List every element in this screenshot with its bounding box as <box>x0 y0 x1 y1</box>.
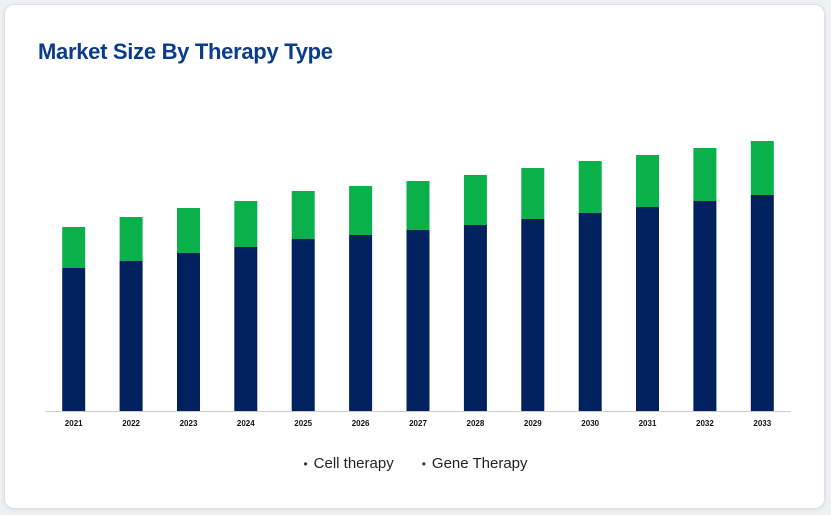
bar-gene-therapy-2026[interactable] <box>349 186 373 235</box>
chart-card: Market Size By Therapy Type 2021 2022 2023… <box>4 4 825 509</box>
bar-gene-therapy-2022[interactable] <box>119 217 143 261</box>
bar-gene-therapy-2021[interactable] <box>62 227 86 268</box>
chart-legend: • Cell therapy • Gene Therapy <box>5 455 826 472</box>
x-tick-label-2030: 2030 <box>581 419 599 428</box>
bar-cell-therapy-2033[interactable] <box>750 195 774 411</box>
bar-gene-therapy-2032[interactable] <box>693 148 717 201</box>
legend-item-gene-therapy[interactable]: • Gene Therapy <box>422 455 528 472</box>
x-tick-label-2021: 2021 <box>65 419 83 428</box>
bar-cell-therapy-2030[interactable] <box>578 213 602 411</box>
bar-cell-therapy-2032[interactable] <box>693 201 717 411</box>
bar-gene-therapy-2027[interactable] <box>406 181 430 230</box>
legend-bullet: • <box>303 456 308 471</box>
bar-cell-therapy-2021[interactable] <box>62 268 86 411</box>
bar-cell-therapy-2029[interactable] <box>521 219 545 411</box>
x-tick-label-2027: 2027 <box>409 419 427 428</box>
bar-cell-therapy-2022[interactable] <box>119 261 143 411</box>
legend-label: Cell therapy <box>313 455 394 472</box>
x-tick-label-2024: 2024 <box>237 419 255 428</box>
bar-gene-therapy-2029[interactable] <box>521 168 545 219</box>
x-tick-label-2026: 2026 <box>352 419 370 428</box>
legend-label: Gene Therapy <box>431 455 528 472</box>
x-tick-label-2033: 2033 <box>753 419 771 428</box>
bar-gene-therapy-2023[interactable] <box>177 208 200 253</box>
bar-cell-therapy-2027[interactable] <box>406 230 430 411</box>
x-tick-label-2022: 2022 <box>122 419 140 428</box>
bar-gene-therapy-2033[interactable] <box>750 141 774 195</box>
legend-bullet: • <box>421 456 426 471</box>
bar-gene-therapy-2024[interactable] <box>234 201 258 247</box>
stacked-bar-chart: 2021 2022 2023 2024 2025 2026 2027 2028 2029 2030… <box>45 141 791 428</box>
bar-gene-therapy-2030[interactable] <box>578 161 602 213</box>
x-tick-label-2031: 2031 <box>639 419 657 428</box>
bar-gene-therapy-2031[interactable] <box>636 155 659 207</box>
chart-title: Market Size By Therapy Type <box>38 39 333 64</box>
legend-item-cell-therapy[interactable]: • Cell therapy <box>303 455 393 472</box>
bar-cell-therapy-2024[interactable] <box>234 247 258 411</box>
bar-cell-therapy-2025[interactable] <box>291 239 315 411</box>
x-tick-label-2028: 2028 <box>467 419 485 428</box>
x-tick-label-2025: 2025 <box>294 419 312 428</box>
bar-gene-therapy-2025[interactable] <box>291 191 315 239</box>
bar-cell-therapy-2026[interactable] <box>349 235 373 411</box>
bar-cell-therapy-2023[interactable] <box>177 253 200 411</box>
x-tick-label-2032: 2032 <box>696 419 714 428</box>
bar-cell-therapy-2028[interactable] <box>463 225 487 411</box>
x-tick-label-2023: 2023 <box>180 419 198 428</box>
bar-gene-therapy-2028[interactable] <box>463 175 487 225</box>
bar-cell-therapy-2031[interactable] <box>636 207 659 411</box>
x-tick-label-2029: 2029 <box>524 419 542 428</box>
